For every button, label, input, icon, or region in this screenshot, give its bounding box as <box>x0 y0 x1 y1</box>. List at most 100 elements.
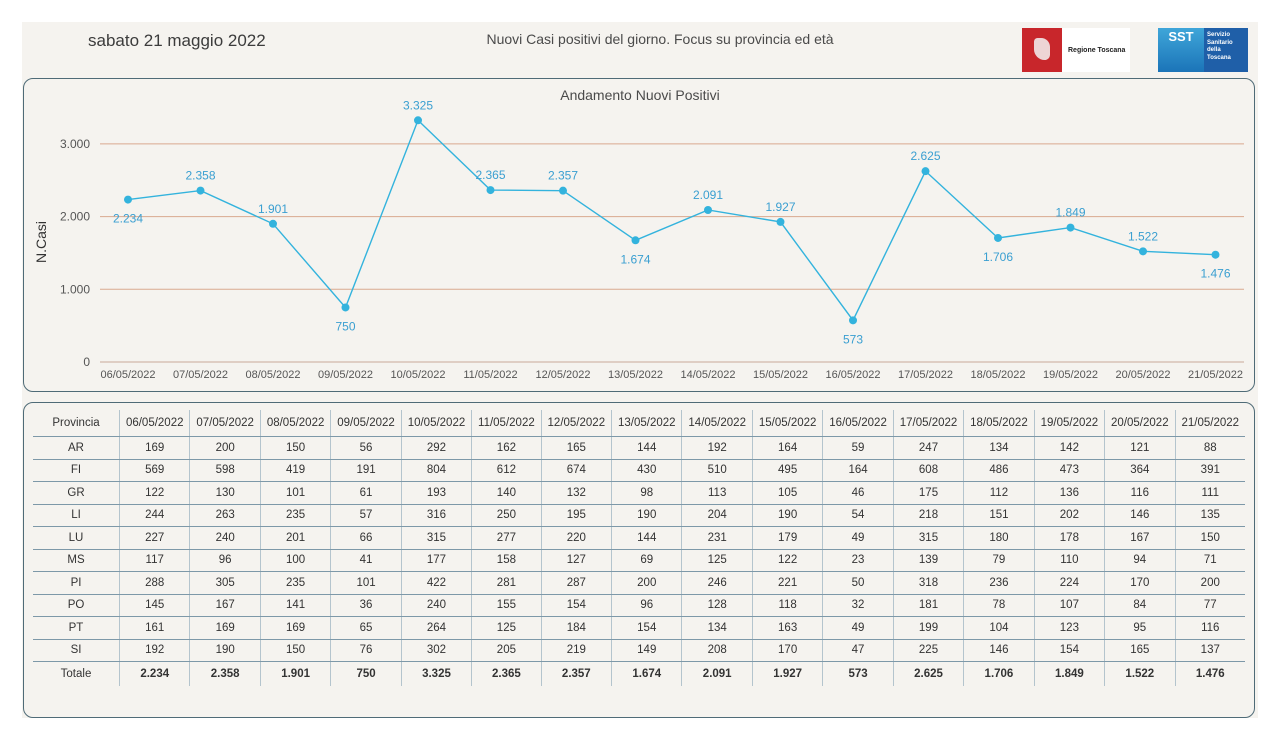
table-cell: 179 <box>751 526 823 550</box>
table-cell: 164 <box>822 459 894 482</box>
table-cell: 154 <box>540 594 612 617</box>
table-cell: 107 <box>1033 594 1105 617</box>
table-cell: 155 <box>471 594 542 617</box>
row-label: LU <box>33 526 120 550</box>
table-cell: 473 <box>1033 459 1105 482</box>
table-cell: 144 <box>611 436 682 460</box>
table-cell: 137 <box>1174 639 1245 662</box>
column-header: 06/05/2022 <box>118 410 190 437</box>
column-header: 21/05/2022 <box>1174 410 1245 437</box>
table-cell: 94 <box>1104 549 1176 572</box>
table-cell: 804 <box>400 459 472 482</box>
table-cell: 118 <box>751 594 823 617</box>
column-header: 12/05/2022 <box>540 410 612 437</box>
table-cell: 79 <box>963 549 1035 572</box>
table-cell: 98 <box>611 481 682 505</box>
table-cell: 225 <box>892 639 964 662</box>
table-cell: 169 <box>118 436 190 460</box>
table-row: AR 169 200 150 56 292 162 165 144 192 164 59 247 134 1… <box>33 436 1245 460</box>
table-cell: 227 <box>118 526 190 550</box>
row-label: FI <box>33 459 120 482</box>
column-header: 07/05/2022 <box>189 410 261 437</box>
table-cell: 193 <box>400 481 472 505</box>
table-cell: 163 <box>751 616 823 640</box>
table-row: SI 192 190 150 76 302 205 219 149 208 170 47 225 146 1… <box>33 639 1245 662</box>
table-cell: 192 <box>681 436 753 460</box>
column-header: 13/05/2022 <box>611 410 682 437</box>
table-cell: 132 <box>540 481 612 505</box>
table-cell: 121 <box>1104 436 1176 460</box>
table-cell: 391 <box>1174 459 1245 482</box>
table-cell: 281 <box>471 571 542 595</box>
row-label: PT <box>33 616 120 640</box>
table-cell: 184 <box>540 616 612 640</box>
table-cell: 190 <box>189 639 261 662</box>
table-cell: 608 <box>892 459 964 482</box>
table-cell: 162 <box>471 436 542 460</box>
x-tick-label: 09/05/2022 <box>318 369 373 381</box>
table-cell: 1.849 <box>1033 661 1105 686</box>
table-cell: 1.476 <box>1174 661 1245 686</box>
table-cell: 77 <box>1174 594 1245 617</box>
table-cell: 134 <box>681 616 753 640</box>
table-cell: 165 <box>1104 639 1176 662</box>
table-cell: 142 <box>1033 436 1105 460</box>
table-cell: 573 <box>822 661 894 686</box>
row-label: SI <box>33 639 120 662</box>
table-cell: 116 <box>1104 481 1176 505</box>
table-cell: 78 <box>963 594 1035 617</box>
table-cell: 235 <box>259 504 331 527</box>
x-tick-label: 20/05/2022 <box>1115 369 1170 381</box>
x-tick-label: 08/05/2022 <box>245 369 300 381</box>
table-cell: 125 <box>471 616 542 640</box>
table-row: LU 227 240 201 66 315 277 220 144 231 179 49 315 180 1… <box>33 526 1245 550</box>
table-cell: 150 <box>259 639 331 662</box>
table-cell: 128 <box>681 594 753 617</box>
regione-toscana-logo: Regione Toscana <box>1022 28 1130 72</box>
line-chart: 0 1.000 2.000 3.000 N.Casi 06/05/2022 07/05/20… <box>33 98 1244 381</box>
column-header: 19/05/2022 <box>1033 410 1105 437</box>
table-cell: 246 <box>681 571 753 595</box>
sst-logo: SST Servizio Sanitario della Toscana <box>1158 28 1250 72</box>
table-cell: 202 <box>1033 504 1105 527</box>
table-cell: 190 <box>611 504 682 527</box>
table-cell: 105 <box>751 481 823 505</box>
table-cell: 111 <box>1174 481 1245 505</box>
x-tick-label: 12/05/2022 <box>535 369 590 381</box>
data-point <box>559 186 567 195</box>
x-tick-label: 13/05/2022 <box>608 369 663 381</box>
table-cell: 318 <box>892 571 964 595</box>
data-label: 2.358 <box>185 169 215 183</box>
column-header: 15/05/2022 <box>751 410 823 437</box>
table-cell: 95 <box>1104 616 1176 640</box>
data-label: 1.706 <box>983 250 1013 264</box>
column-header: 18/05/2022 <box>963 410 1035 437</box>
regione-logo-text: Regione Toscana <box>1068 46 1126 54</box>
data-point <box>704 205 712 214</box>
data-label: 1.522 <box>1128 229 1158 243</box>
table-cell: 2.091 <box>681 661 753 686</box>
table-cell: 96 <box>611 594 682 617</box>
table-cell: 200 <box>1174 571 1245 595</box>
table-cell: 3.325 <box>400 661 472 686</box>
table-cell: 122 <box>118 481 190 505</box>
table-cell: 61 <box>330 481 402 505</box>
data-point <box>776 217 785 226</box>
data-point <box>124 195 132 204</box>
table-cell: 112 <box>963 481 1035 505</box>
data-point <box>1066 223 1075 232</box>
table-cell: 486 <box>963 459 1035 482</box>
table-cell: 495 <box>751 459 823 482</box>
table-cell: 110 <box>1033 549 1105 572</box>
data-label: 1.476 <box>1200 267 1230 281</box>
table-cell: 263 <box>189 504 261 527</box>
table-cell: 146 <box>1104 504 1176 527</box>
table-cell: 204 <box>681 504 753 527</box>
table-cell: 240 <box>189 526 261 550</box>
chart-title: Andamento Nuovi Positivi <box>560 87 720 103</box>
data-label: 3.325 <box>403 98 433 112</box>
table-cell: 130 <box>189 481 261 505</box>
table-cell: 231 <box>681 526 753 550</box>
table-cell: 100 <box>259 549 331 572</box>
table-cell: 140 <box>471 481 542 505</box>
